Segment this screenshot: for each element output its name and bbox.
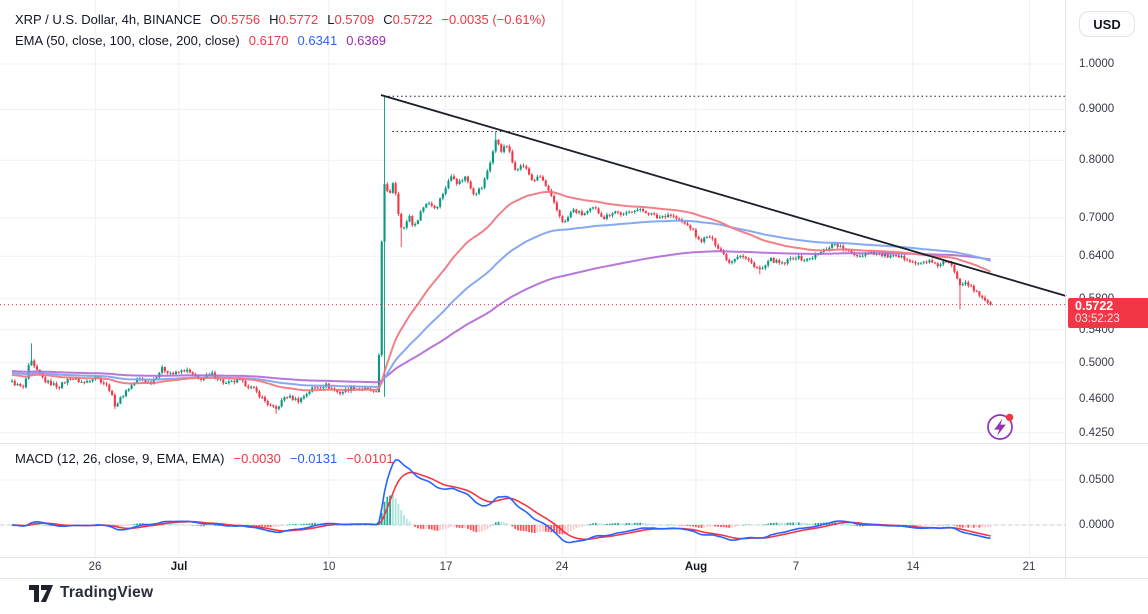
macd-indicator-row[interactable]: MACD (12, 26, close, 9, EMA, EMA) −0.0030… — [15, 448, 394, 469]
price-tick-label: 0.8000 — [1079, 154, 1115, 166]
tradingview-attribution[interactable]: TradingView — [29, 584, 153, 602]
price-tick-label: 0.5000 — [1079, 357, 1115, 369]
tradingview-logo-icon — [29, 584, 53, 602]
candlestick-series — [10, 96, 992, 414]
price-tick-label: 0.6400 — [1079, 250, 1115, 262]
macd-title[interactable]: MACD (12, 26, close, 9, EMA, EMA) — [15, 451, 225, 466]
price-tick-label: 0.4250 — [1079, 427, 1115, 439]
symbol-row[interactable]: XRP / U.S. Dollar, 4h, BINANCE O0.5756 H0.… — [15, 9, 545, 30]
price-tick-label: 0.7000 — [1079, 212, 1115, 224]
price-tick-label: 1.0000 — [1079, 58, 1115, 70]
macd-tick-label: 0.0500 — [1079, 474, 1115, 486]
ema100-line[interactable] — [11, 219, 991, 388]
ema200-line[interactable] — [11, 250, 991, 384]
symbol-title[interactable]: XRP / U.S. Dollar, 4h, BINANCE — [15, 12, 202, 27]
current-price: 0.5722 — [1075, 299, 1114, 313]
ema100-value: 0.6341 — [297, 33, 338, 48]
ema200-value: 0.6369 — [346, 33, 387, 48]
low-label: L — [327, 12, 335, 27]
time-tick-label: 21 — [1022, 561, 1036, 573]
currency-toggle-button[interactable]: USD — [1079, 11, 1135, 37]
ema-title[interactable]: EMA (50, close, 100, close, 200, close) — [15, 33, 240, 48]
macd-signal-value: −0.0101 — [346, 451, 394, 466]
time-tick-label: Aug — [684, 561, 708, 573]
time-tick-label: 26 — [88, 561, 102, 573]
price-tick-label: 0.4600 — [1079, 393, 1115, 405]
time-tick-label: 24 — [555, 561, 569, 573]
time-tick-label: 7 — [792, 561, 800, 573]
high-label: H — [269, 12, 279, 27]
open-label: O — [210, 12, 221, 27]
macd-legend: MACD (12, 26, close, 9, EMA, EMA) −0.0030… — [15, 448, 394, 469]
low-value: 0.5709 — [334, 12, 375, 27]
price-axis[interactable]: 1.00000.90000.80000.70000.64000.58000.54… — [1066, 0, 1148, 578]
current-price-badge: 0.5722 03:52:23 — [1068, 298, 1148, 328]
macd-tick-label: 0.0000 — [1079, 519, 1115, 531]
change-value: −0.0035 (−0.61%) — [441, 12, 546, 27]
open-value: 0.5756 — [220, 12, 261, 27]
high-value: 0.5772 — [278, 12, 319, 27]
descending-trendline[interactable] — [380, 94, 1067, 297]
close-label: C — [383, 12, 393, 27]
tradingview-logo-text: TradingView — [60, 584, 154, 601]
bar-countdown: 03:52:23 — [1075, 313, 1120, 325]
legend: XRP / U.S. Dollar, 4h, BINANCE O0.5756 H0.… — [15, 9, 545, 51]
macd-pane-series — [11, 459, 992, 544]
time-tick-label: Jul — [170, 561, 188, 573]
ema-indicator-row[interactable]: EMA (50, close, 100, close, 200, close) 0… — [15, 30, 545, 51]
macd-hist-value: −0.0030 — [233, 451, 281, 466]
macd-main-line[interactable] — [11, 459, 991, 544]
macd-signal-line[interactable] — [11, 471, 991, 541]
time-tick-label: 14 — [906, 561, 920, 573]
quick-trade-lightning-icon[interactable] — [987, 413, 1014, 440]
close-value: 0.5722 — [392, 12, 433, 27]
ema50-line[interactable] — [11, 191, 992, 392]
time-axis[interactable]: 26 Jul 10 17 24 Aug 7 14 21 — [0, 557, 1066, 578]
time-tick-label: 17 — [439, 561, 453, 573]
macd-line-value: −0.0131 — [289, 451, 338, 466]
price-tick-label: 0.9000 — [1079, 103, 1115, 115]
ema50-value: 0.6170 — [248, 33, 289, 48]
time-tick-label: 10 — [322, 561, 336, 573]
